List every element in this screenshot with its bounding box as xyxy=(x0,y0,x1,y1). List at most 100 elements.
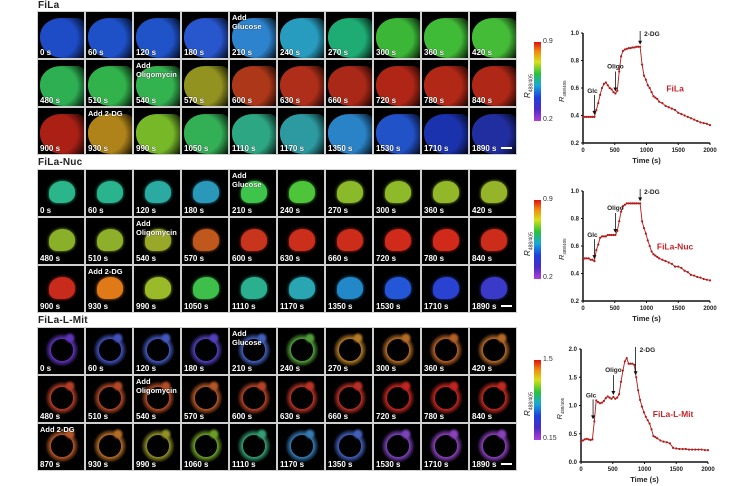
cell-image xyxy=(337,277,363,299)
micrograph-tile: 480 s xyxy=(37,217,85,265)
annotation-arrowhead-icon xyxy=(633,371,638,376)
data-point xyxy=(621,205,625,208)
data-point xyxy=(589,438,592,442)
micrograph-tile: 840 s xyxy=(469,375,517,423)
data-point xyxy=(691,448,694,451)
data-point xyxy=(681,447,684,451)
cell-image xyxy=(97,229,123,251)
micrograph-tile: 570 s xyxy=(181,375,229,423)
colorbar-max-label: 0.9 xyxy=(543,196,553,203)
micrograph-tile: 480 s xyxy=(37,59,85,107)
data-point xyxy=(689,117,693,120)
y-tick-label: 1.5 xyxy=(569,375,578,381)
data-point xyxy=(587,257,590,260)
timestamp-label: 270 s xyxy=(328,364,349,373)
cell-image xyxy=(378,426,418,466)
timestamp-label: 630 s xyxy=(280,96,301,105)
micrograph-tile: 1170 s xyxy=(277,423,325,471)
cell-image xyxy=(232,114,276,154)
y-axis-label: R488/405 xyxy=(557,238,567,260)
data-point xyxy=(625,47,628,50)
cell-image xyxy=(426,426,466,466)
timestamp-label: 660 s xyxy=(328,96,349,105)
timestamp-label: 1710 s xyxy=(424,302,449,311)
timestamp-label: 600 s xyxy=(232,412,253,421)
cell-image xyxy=(328,114,372,154)
data-point xyxy=(616,89,619,92)
cell-image xyxy=(186,330,226,370)
data-point xyxy=(650,91,653,94)
micrograph-tile: 180 s xyxy=(181,169,229,217)
data-point xyxy=(644,78,647,81)
data-point xyxy=(642,74,646,77)
cell-image xyxy=(282,426,322,466)
cell-image xyxy=(282,378,322,418)
data-point xyxy=(629,47,632,50)
micrograph-tile: 840 s xyxy=(469,59,517,107)
micrograph-tile: 930 s Add 2-DG xyxy=(85,107,133,155)
cell-image xyxy=(481,181,507,203)
cell-image xyxy=(184,66,228,106)
cell-image xyxy=(337,181,363,203)
y-tick-label: 0.4 xyxy=(571,114,580,120)
data-point xyxy=(633,202,636,205)
cell-image xyxy=(385,229,411,251)
micrograph-tile: 660 s xyxy=(325,217,373,265)
cell-image xyxy=(385,277,411,299)
timestamp-label: 510 s xyxy=(88,412,109,421)
timestamp-label: 900 s xyxy=(40,144,61,153)
timestamp-label: 780 s xyxy=(424,96,445,105)
data-point xyxy=(604,235,607,238)
timestamp-label: 240 s xyxy=(280,48,301,57)
cell-image xyxy=(97,277,123,299)
data-point xyxy=(686,271,689,274)
data-point xyxy=(583,257,587,260)
cell-image xyxy=(433,181,459,203)
micrograph-tile: 510 s xyxy=(85,217,133,265)
y-tick-label: 0.6 xyxy=(571,244,580,250)
annotation-label: Oligo xyxy=(605,367,622,374)
micrograph-tile: 1890 s xyxy=(469,423,517,471)
cell-image xyxy=(376,66,420,106)
data-point xyxy=(635,376,638,379)
data-point xyxy=(648,244,651,248)
micrograph-tile: 1350 s xyxy=(325,423,373,471)
data-point xyxy=(585,115,588,118)
micrograph-tile: 0 s xyxy=(37,11,85,59)
micrograph-tile: 1060 s xyxy=(181,423,229,471)
data-point xyxy=(621,49,625,52)
micrograph-tile: 480 s xyxy=(37,375,85,423)
colorbar-max-label: 1.5 xyxy=(543,356,553,363)
section-title: FiLa xyxy=(38,0,60,11)
micrograph-tile: 300 s xyxy=(373,327,421,375)
data-point xyxy=(650,428,653,431)
data-point xyxy=(638,398,642,401)
colorbar-min-label: 0.15 xyxy=(543,435,557,442)
cell-image xyxy=(232,18,276,58)
micrograph-tile: 1350 s xyxy=(325,265,373,313)
cell-image xyxy=(330,330,370,370)
data-point xyxy=(697,448,700,451)
cell-image xyxy=(234,426,274,466)
timestamp-label: 480 s xyxy=(40,96,61,105)
micrograph-tile: 900 s xyxy=(37,265,85,313)
data-point xyxy=(587,115,590,118)
data-point xyxy=(694,448,697,451)
timestamp-label: 840 s xyxy=(472,254,493,263)
micrograph-tile: 540 s Add Oligomycin xyxy=(133,217,181,265)
data-point xyxy=(637,389,640,392)
data-point xyxy=(633,46,636,49)
data-point xyxy=(646,239,649,242)
micrograph-tile: 120 s xyxy=(133,169,181,217)
timestamp-label: 180 s xyxy=(184,364,205,373)
data-point xyxy=(625,202,628,205)
timestamp-label: 510 s xyxy=(88,96,109,105)
x-tick-label: 1500 xyxy=(672,148,686,154)
data-point xyxy=(625,356,628,360)
cell-image xyxy=(49,181,75,203)
micrograph-tile: 990 s xyxy=(133,107,181,155)
data-point xyxy=(644,415,647,418)
data-point xyxy=(599,93,602,96)
y-tick-label: 1.0 xyxy=(571,189,580,195)
